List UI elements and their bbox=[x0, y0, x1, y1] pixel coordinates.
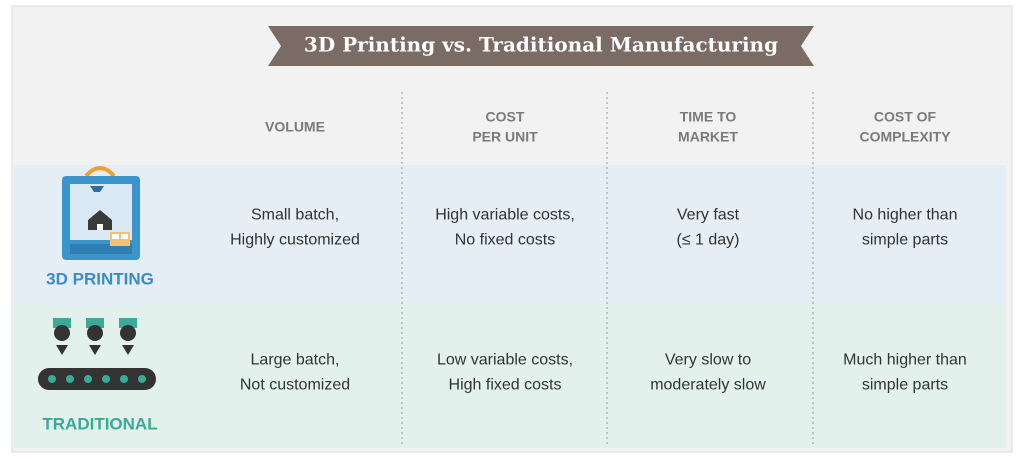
column-header: PER UNIT bbox=[472, 129, 538, 145]
cell-text: moderately slow bbox=[650, 377, 766, 394]
title-banner bbox=[268, 26, 814, 66]
column-header: TIME TO bbox=[680, 109, 737, 125]
column-header: COST OF bbox=[874, 109, 937, 125]
cell-text: High variable costs, bbox=[435, 207, 575, 224]
cell-text: No higher than bbox=[853, 207, 958, 224]
cell-text: Very slow to bbox=[665, 352, 751, 369]
row-band-3d bbox=[14, 165, 1006, 305]
cell-text: High fixed costs bbox=[449, 377, 562, 394]
cell-text: simple parts bbox=[862, 377, 948, 394]
cell-text: No fixed costs bbox=[455, 232, 555, 249]
column-header: MARKET bbox=[678, 129, 738, 145]
cell-text: Small batch, bbox=[251, 207, 339, 224]
printer-icon bbox=[62, 166, 140, 260]
row-band-traditional bbox=[14, 305, 1006, 448]
cell-text: Large batch, bbox=[251, 352, 340, 369]
column-header: VOLUME bbox=[265, 119, 325, 135]
cell-text: Much higher than bbox=[843, 352, 967, 369]
cell-text: Very fast bbox=[677, 207, 740, 224]
cell-text: simple parts bbox=[862, 232, 948, 249]
row-label: TRADITIONAL bbox=[42, 414, 157, 433]
cell-text: Highly customized bbox=[230, 232, 360, 249]
column-header: COST bbox=[486, 109, 525, 125]
column-header: COMPLEXITY bbox=[859, 129, 951, 145]
cell-text: (≤ 1 day) bbox=[676, 232, 739, 249]
title: 3D Printing vs. Traditional Manufacturin… bbox=[304, 33, 778, 57]
dividers bbox=[401, 92, 814, 446]
row-label: 3D PRINTING bbox=[46, 269, 154, 288]
cell-text: Not customized bbox=[240, 377, 350, 394]
cell-text: Low variable costs, bbox=[437, 352, 573, 369]
factory-icon bbox=[38, 318, 156, 390]
